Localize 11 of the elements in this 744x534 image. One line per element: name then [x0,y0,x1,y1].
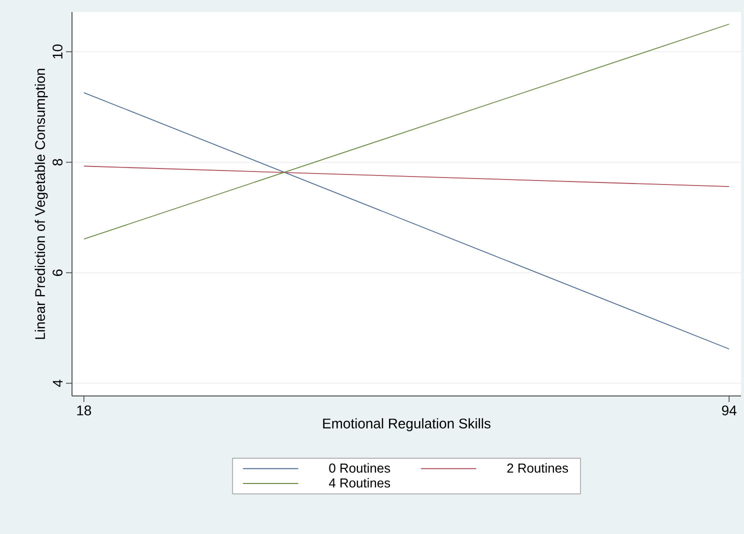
x-axis-title: Emotional Regulation Skills [323,418,490,432]
x-tick-label: 18 [77,405,92,416]
legend-label: 2 Routines [507,463,568,473]
y-tick-label: 6 [52,270,62,276]
y-tick-label: 4 [52,380,62,387]
y-axis-title: Linear Prediction of Vegetable Consumption [34,68,48,339]
x-tick-label: 94 [722,405,736,416]
y-tick-label: 10 [52,44,62,58]
legend-label: 0 Routines [329,463,390,473]
legend-label: 4 Routines [328,478,390,488]
y-tick-label: 8 [52,158,62,166]
